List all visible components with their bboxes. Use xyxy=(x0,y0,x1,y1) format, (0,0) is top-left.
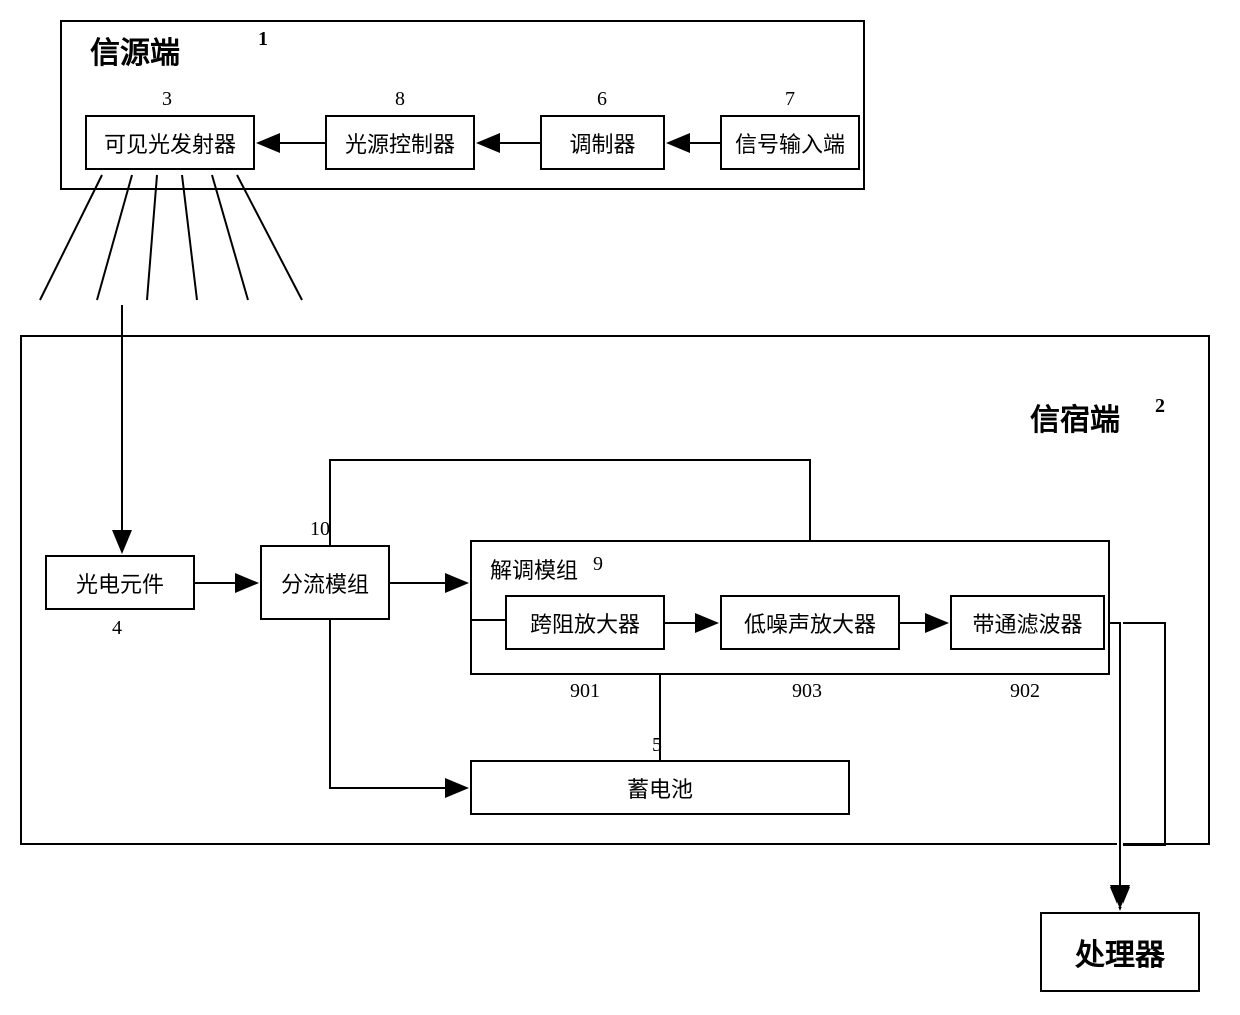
source-container-label: 信源端 xyxy=(90,28,180,72)
lna-label: 低噪声放大器 xyxy=(744,607,876,639)
emitter-num: 3 xyxy=(162,88,172,111)
modulator-num: 6 xyxy=(597,88,607,111)
bpf-num: 902 xyxy=(1010,680,1040,703)
emitter-box: 可见光发射器 xyxy=(85,115,255,170)
lna-box: 低噪声放大器 xyxy=(720,595,900,650)
photo-num: 4 xyxy=(112,617,122,640)
demod-num: 9 xyxy=(593,553,603,576)
photo-box: 光电元件 xyxy=(45,555,195,610)
emitter-label: 可见光发射器 xyxy=(104,127,236,159)
modulator-box: 调制器 xyxy=(540,115,665,170)
photo-label: 光电元件 xyxy=(76,567,164,599)
tia-num: 901 xyxy=(570,680,600,703)
demod-title: 解调模组 xyxy=(490,553,578,585)
processor-label: 处理器 xyxy=(1075,930,1165,974)
battery-num: 5 xyxy=(652,734,662,757)
sink-container-label: 信宿端 xyxy=(1030,395,1120,439)
processor-box: 处理器 xyxy=(1040,912,1200,992)
source-container-num: 1 xyxy=(258,28,268,51)
battery-label: 蓄电池 xyxy=(627,772,693,804)
signal-input-label: 信号输入端 xyxy=(735,127,845,159)
controller-box: 光源控制器 xyxy=(325,115,475,170)
splitter-box: 分流模组 xyxy=(260,545,390,620)
splitter-num: 10 xyxy=(310,518,330,541)
tia-label: 跨阻放大器 xyxy=(530,607,640,639)
lna-num: 903 xyxy=(792,680,822,703)
controller-num: 8 xyxy=(395,88,405,111)
bpf-box: 带通滤波器 xyxy=(950,595,1105,650)
bpf-label: 带通滤波器 xyxy=(972,607,1082,639)
signal-input-num: 7 xyxy=(785,88,795,111)
signal-input-box: 信号输入端 xyxy=(720,115,860,170)
battery-box: 蓄电池 xyxy=(470,760,850,815)
tia-box: 跨阻放大器 xyxy=(505,595,665,650)
modulator-label: 调制器 xyxy=(569,127,635,159)
splitter-label: 分流模组 xyxy=(281,567,369,599)
controller-label: 光源控制器 xyxy=(345,127,455,159)
sink-container-num: 2 xyxy=(1155,395,1165,418)
